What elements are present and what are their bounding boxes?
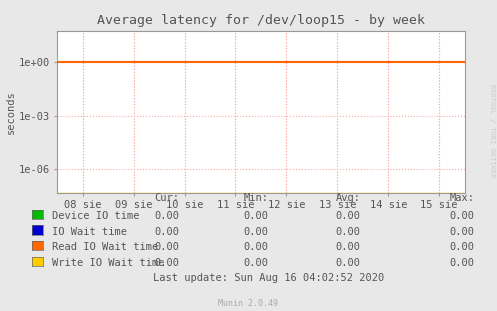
Text: 0.00: 0.00 [335, 211, 360, 221]
Text: Cur:: Cur: [154, 193, 179, 202]
Title: Average latency for /dev/loop15 - by week: Average latency for /dev/loop15 - by wee… [97, 14, 425, 27]
Text: 0.00: 0.00 [154, 258, 179, 268]
Text: 0.00: 0.00 [244, 211, 268, 221]
Text: Device IO time: Device IO time [52, 211, 140, 221]
Text: 0.00: 0.00 [154, 227, 179, 237]
Text: 0.00: 0.00 [450, 258, 475, 268]
Text: Munin 2.0.49: Munin 2.0.49 [219, 299, 278, 308]
Text: 0.00: 0.00 [450, 227, 475, 237]
Text: RRDTOOL / TOBI OETIKER: RRDTOOL / TOBI OETIKER [489, 84, 495, 177]
Text: 0.00: 0.00 [335, 227, 360, 237]
Text: 0.00: 0.00 [450, 211, 475, 221]
Y-axis label: seconds: seconds [5, 90, 15, 134]
Text: 0.00: 0.00 [154, 242, 179, 252]
Text: 0.00: 0.00 [244, 242, 268, 252]
Text: Avg:: Avg: [335, 193, 360, 202]
Text: Last update: Sun Aug 16 04:02:52 2020: Last update: Sun Aug 16 04:02:52 2020 [153, 273, 384, 283]
Text: Min:: Min: [244, 193, 268, 202]
Text: 0.00: 0.00 [244, 227, 268, 237]
Text: IO Wait time: IO Wait time [52, 227, 127, 237]
Text: 0.00: 0.00 [154, 211, 179, 221]
Text: 0.00: 0.00 [335, 258, 360, 268]
Text: 0.00: 0.00 [244, 258, 268, 268]
Text: Write IO Wait time: Write IO Wait time [52, 258, 165, 268]
Text: 0.00: 0.00 [335, 242, 360, 252]
Text: Max:: Max: [450, 193, 475, 202]
Text: 0.00: 0.00 [450, 242, 475, 252]
Text: Read IO Wait time: Read IO Wait time [52, 242, 159, 252]
